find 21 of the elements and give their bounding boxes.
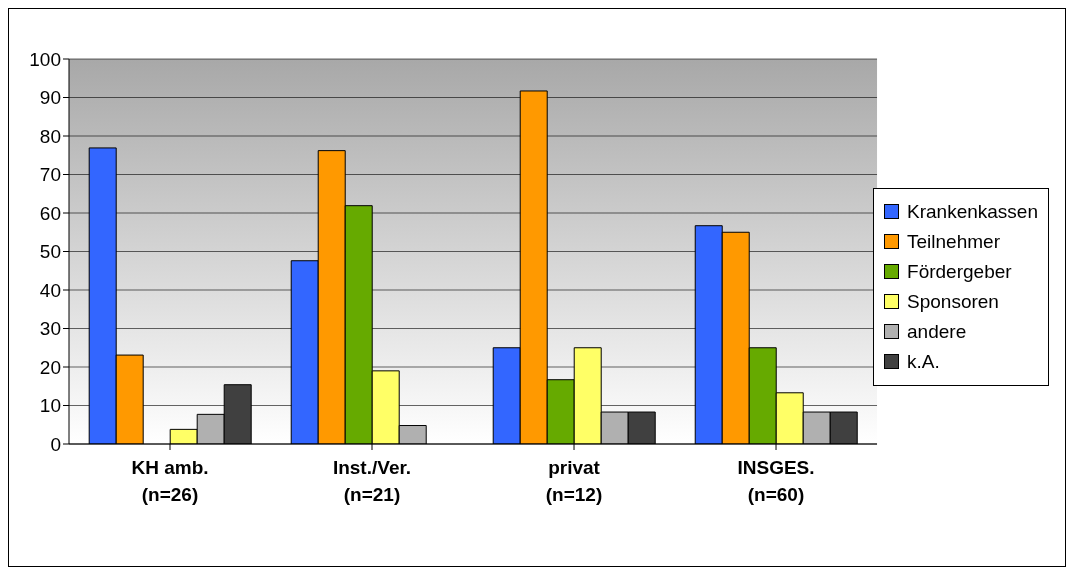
x-tick-label: KH amb. (n=26): [131, 457, 209, 505]
y-tick-label: 20: [39, 356, 61, 378]
y-tick-label: 10: [39, 395, 61, 417]
y-tick-label: 40: [39, 279, 61, 301]
y-tick-label: 0: [50, 433, 61, 455]
legend-label: k.A.: [907, 349, 940, 374]
y-tick-label: 50: [39, 241, 61, 263]
y-tick-label: 100: [29, 48, 61, 70]
legend-label: Fördergeber: [907, 259, 1012, 284]
x-tick-label: privat (n=12): [545, 457, 603, 505]
legend-label: Krankenkassen: [907, 199, 1038, 224]
y-tick-label: 80: [39, 125, 61, 147]
legend-label: Sponsoren: [907, 289, 999, 314]
legend-label: andere: [907, 319, 967, 344]
legend-label: Teilnehmer: [907, 229, 1000, 254]
y-tick-label: 60: [39, 202, 61, 224]
y-tick-label: 70: [39, 164, 61, 186]
x-tick-label: Inst./Ver. (n=21): [332, 457, 412, 505]
y-tick-label: 90: [39, 87, 61, 109]
y-tick-label: 30: [39, 318, 61, 340]
x-tick-label: INSGES. (n=60): [737, 457, 815, 505]
